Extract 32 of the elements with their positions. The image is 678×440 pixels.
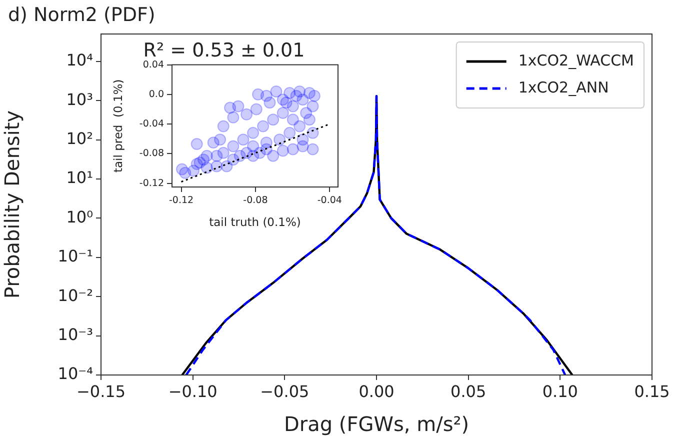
y-tick-label: 10⁰ [66,207,93,226]
x-tick-label: 0.05 [450,382,486,401]
x-tick-label: -0.04 [317,195,342,206]
x-tick-label: −0.15 [76,382,126,401]
y-axis-title: Probability Density [0,110,24,299]
chart-title: d) Norm2 (PDF) [8,4,156,26]
legend-label: 1xCO2_ANN [518,78,609,96]
y-tick-label: -0.12 [139,178,164,189]
y-tick-label: 10⁴ [66,50,93,70]
y-tick-label: 10⁻³ [58,324,93,344]
x-tick-label: 0.10 [542,382,578,401]
x-axis-title: tail truth (0.1%) [209,215,301,230]
x-tick-label: -0.08 [243,195,268,206]
x-tick-label: −0.10 [168,382,218,401]
y-tick-label: 10⁻⁴ [58,364,93,384]
x-tick-label: -0.12 [168,195,194,206]
x-tick-label: −0.05 [260,382,310,401]
chart-title: R² = 0.53 ± 0.01 [143,39,305,62]
y-tick-label: 10² [66,128,93,148]
y-tick-label: -0.04 [139,118,164,130]
y-tick-label: 10³ [66,90,93,109]
y-tick-label: 0.0 [148,88,164,100]
y-tick-label: 10⁻¹ [58,246,93,266]
y-tick-label: -0.08 [139,148,164,160]
legend-label: 1xCO2_WACCM [518,51,634,70]
y-tick-label: 10⁻² [58,286,93,305]
y-axis-title: tail pred (0.1%) [110,79,125,173]
y-tick-label: 0.04 [142,59,164,70]
x-axis-title: Drag (FGWs, m/s²) [284,412,470,436]
y-tick-label: 10¹ [66,168,93,188]
x-tick-label: 0.00 [358,382,394,401]
x-tick-label: 0.15 [634,382,670,401]
